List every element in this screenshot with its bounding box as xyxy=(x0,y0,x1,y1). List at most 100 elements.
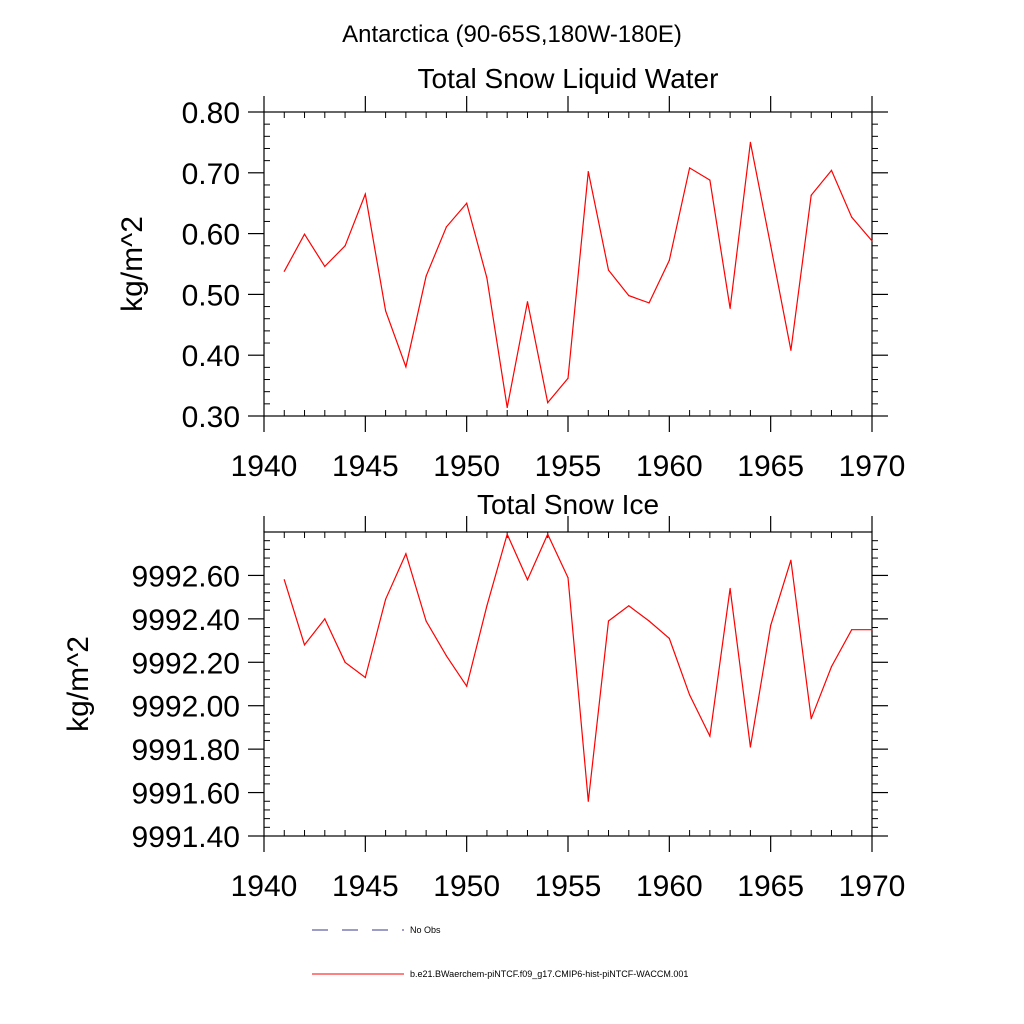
data-point xyxy=(567,577,569,579)
data-point xyxy=(303,233,306,235)
x-tick-label: 1945 xyxy=(332,870,399,903)
data-point xyxy=(526,301,529,303)
data-point xyxy=(324,618,326,620)
x-tick-label: 1950 xyxy=(433,450,500,483)
data-point xyxy=(729,587,731,590)
liquid-water-ylabel: kg/m^2 xyxy=(116,216,149,312)
data-point xyxy=(709,179,711,181)
data-point xyxy=(851,216,853,218)
data-point xyxy=(871,629,873,631)
data-point xyxy=(810,194,812,196)
y-tick-label: 0.30 xyxy=(182,401,240,434)
x-tick-label: 1960 xyxy=(636,870,703,903)
data-point xyxy=(587,170,589,173)
data-point xyxy=(709,735,711,737)
x-tick-label: 1960 xyxy=(636,450,703,483)
data-point xyxy=(648,302,650,304)
data-point xyxy=(526,579,529,581)
x-tick-label: 1950 xyxy=(433,870,500,903)
data-point xyxy=(770,245,772,247)
data-point xyxy=(628,605,630,607)
data-point xyxy=(405,553,407,555)
x-tick-label: 1955 xyxy=(535,870,602,903)
data-point xyxy=(425,620,427,622)
data-point xyxy=(506,406,508,409)
data-point xyxy=(607,269,610,271)
y-tick-label: 9992.20 xyxy=(132,647,240,680)
data-point xyxy=(587,800,589,802)
series-line xyxy=(283,532,872,802)
data-point xyxy=(668,259,670,261)
data-point xyxy=(668,637,670,640)
y-tick-label: 9992.00 xyxy=(132,691,240,724)
region-title: Antarctica (90-65S,180W-180E) xyxy=(342,21,682,48)
snow-ice-title: Total Snow Ice xyxy=(477,489,659,520)
data-point xyxy=(790,559,792,561)
legend: No Obs b.e21.BWaerchem-piNTCF.f09_g17.CM… xyxy=(312,925,688,979)
data-point xyxy=(830,666,833,668)
data-point xyxy=(810,718,812,720)
liquid-water-title: Total Snow Liquid Water xyxy=(418,63,719,94)
data-point xyxy=(567,377,569,379)
y-tick-label: 9991.40 xyxy=(132,821,240,854)
data-point xyxy=(628,295,630,297)
y-tick-label: 0.80 xyxy=(182,97,240,130)
plot-frame xyxy=(263,111,873,417)
x-tick-label: 1970 xyxy=(839,450,906,483)
data-point xyxy=(385,310,387,312)
data-point xyxy=(749,141,752,143)
data-point xyxy=(506,533,508,535)
x-tick-label: 1955 xyxy=(535,450,602,483)
data-point xyxy=(648,620,650,622)
data-point xyxy=(830,169,833,171)
data-point xyxy=(344,245,346,247)
data-point xyxy=(790,349,792,351)
data-point xyxy=(445,226,447,228)
data-point xyxy=(466,685,468,687)
y-tick-label: 0.40 xyxy=(182,340,240,373)
data-point xyxy=(689,167,691,169)
data-point xyxy=(871,240,873,242)
liquid-water-panel: Total Snow Liquid Water kg/m^2 1940 1945 1… xyxy=(116,63,905,483)
x-tick-label: 1970 xyxy=(839,870,906,903)
y-tick-label: 9992.40 xyxy=(132,604,240,637)
x-tick-label: 1940 xyxy=(231,870,298,903)
data-point xyxy=(729,307,731,309)
x-tick-label: 1940 xyxy=(231,450,298,483)
x-tick-label: 1945 xyxy=(332,450,399,483)
x-tick-label: 1965 xyxy=(737,870,804,903)
snow-ice-panel: Total Snow Ice kg/m^2 1940 1945 1950 1955 19… xyxy=(62,489,905,903)
data-point xyxy=(547,533,549,535)
snow-ice-ylabel: kg/m^2 xyxy=(62,636,95,732)
series-line xyxy=(283,142,873,408)
data-point xyxy=(770,624,772,626)
data-point xyxy=(445,655,447,657)
x-tick-label: 1965 xyxy=(737,450,804,483)
legend-no-obs-label: No Obs xyxy=(410,925,441,935)
data-point xyxy=(283,579,285,581)
data-point xyxy=(425,275,427,277)
data-point xyxy=(283,270,285,272)
data-point xyxy=(405,366,407,368)
data-point xyxy=(486,605,488,607)
y-tick-label: 0.70 xyxy=(182,158,240,191)
data-point xyxy=(303,644,306,646)
data-point xyxy=(344,661,346,663)
data-point xyxy=(689,694,691,696)
data-point xyxy=(364,193,366,195)
legend-model-label: b.e21.BWaerchem-piNTCF.f09_g17.CMIP6-his… xyxy=(410,969,688,979)
data-point xyxy=(385,598,387,600)
y-tick-label: 0.60 xyxy=(182,219,240,252)
y-tick-label: 9991.80 xyxy=(132,734,240,767)
data-point xyxy=(607,620,610,622)
data-point xyxy=(851,629,853,631)
data-point xyxy=(547,402,549,404)
y-tick-label: 9991.60 xyxy=(132,778,240,811)
y-tick-label: 9992.60 xyxy=(132,560,240,593)
data-point xyxy=(466,202,468,204)
data-point xyxy=(364,676,366,679)
data-point xyxy=(749,746,752,748)
data-point xyxy=(486,277,488,279)
y-tick-label: 0.50 xyxy=(182,279,240,312)
